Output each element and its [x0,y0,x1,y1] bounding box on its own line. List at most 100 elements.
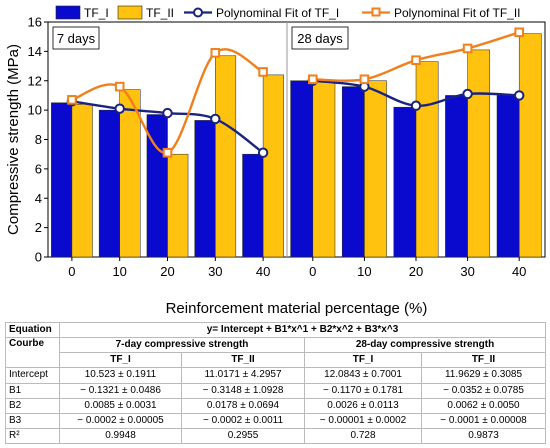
table-row: B3 − 0.0002 ± 0.00005 − 0.0002 ± 0.0011 … [5,412,547,429]
bar-tf-i [194,120,216,258]
fit-point-tf-ii [258,67,268,77]
table-row: Intercept 10.523 ± 0.1911 11.0171 ± 4.29… [5,367,547,384]
table-row: R² 0.9948 0.2955 0.728 0.9873 [5,427,547,445]
fit-point-tf-i [114,103,125,114]
fit-point-tf-ii [411,55,421,65]
table-cell: − 0.00001 ± 0.0002 [304,412,422,429]
group-28-day: 28-day compressive strength [303,337,547,354]
table-cell: 0.728 [304,427,422,445]
chart-svg: TF_I TF_II Polynominal Fit of TF_I Polynomi… [5,5,546,317]
bar-tf-ii [312,80,336,258]
bar-tf-ii [71,104,93,258]
column-header: TF_II [181,352,305,369]
bar-tf-ii [364,80,387,258]
legend-label-tf-i: TF_I [84,6,109,20]
table-cell: 0.9948 [59,427,182,445]
panel-label: 28 days [297,31,343,46]
x-axis-label: Reinforcement material percentage (%) [166,300,428,317]
fit-point-tf-i [462,88,473,100]
column-header: TF_II [420,352,547,369]
y-tick-label: 10 [28,103,42,118]
fit-point-tf-i [514,90,525,101]
row-label: R² [5,427,60,445]
fit-point-tf-ii [114,81,125,92]
fit-point-tf-i [257,147,269,158]
fit-point-tf-ii [514,27,525,38]
column-header: TF_I [304,352,422,369]
panel-7-days: 7 days 0 10 20 30 40 [51,26,284,279]
fit-table: Equation y= Intercept + B1*x^1 + B2*x^2 … [5,321,547,445]
y-axis-label: Compressive strength (MPa) [5,44,22,235]
legend-label-fit-tf-ii: Polynominal Fit of TF_II [394,6,521,20]
table-cell: 0.0178 ± 0.0694 [181,397,305,414]
row-label: B1 [5,382,60,399]
fit-point-tf-i [410,100,422,111]
x-tick-label: 10 [112,264,126,279]
y-tick-label: 8 [35,132,42,147]
table-cell: − 0.0002 ± 0.00005 [59,412,182,429]
table-row: B1 − 0.1321 ± 0.0486 − 0.3148 ± 1.0928 −… [5,382,547,399]
legend-marker-fit-tf-ii [371,7,381,17]
x-tick-label: 40 [512,264,526,279]
y-tick-label: 2 [35,220,42,235]
table-cell: − 0.3148 ± 1.0928 [181,382,305,399]
row-label: Intercept [5,367,60,384]
table-row: Equation y= Intercept + B1*x^1 + B2*x^2 … [5,321,547,339]
table-cell: 0.2955 [181,427,305,445]
bar-tf-i [393,106,417,258]
x-tick-label: 30 [460,264,474,279]
table-cell: 10.523 ± 0.1911 [59,367,182,384]
legend-label-tf-ii: TF_II [146,6,174,20]
row-label: B3 [5,412,60,429]
table-cell: 11.9629 ± 0.3085 [420,367,547,384]
x-tick-label: 20 [409,264,423,279]
fit-point-tf-i [210,113,221,125]
bar-tf-i [341,86,365,258]
table-cell: 0.9873 [420,427,547,445]
panel-28-days: 28 days 0 10 20 30 40 [290,26,542,279]
x-tick-label: 20 [160,264,174,279]
table-row: Courbe 7-day compressive strength 28-day… [5,337,547,369]
legend-label-fit-tf-i: Polynominal Fit of TF_I [216,6,339,20]
table-cell: 12.0843 ± 0.7001 [304,367,422,384]
y-tick-label: 12 [28,73,42,88]
fit-point-tf-ii [462,43,473,54]
equation-label: Equation [5,321,60,339]
panel-label-box [291,26,349,50]
table-cell: − 0.0001 ± 0.00008 [420,412,547,429]
bar-tf-ii [518,33,542,258]
x-tick-label: 0 [68,264,75,279]
bar-tf-i [98,109,120,258]
bar-tf-ii [167,153,189,258]
bar-tf-i [496,95,520,258]
fit-point-tf-ii [359,74,370,85]
fit-point-tf-ii [308,74,318,85]
column-header: TF_I [59,352,182,369]
table-cell: 0.0062 ± 0.0050 [420,397,547,414]
bar-tf-ii [262,74,284,258]
table-cell: − 0.0352 ± 0.0785 [420,382,547,399]
group-7-day: 7-day compressive strength [59,337,305,354]
bar-tf-i [51,102,73,258]
legend-swatch-tf-i [55,5,81,20]
y-tick-label: 4 [35,191,42,206]
bar-tf-ii [415,61,439,258]
x-tick-label: 30 [208,264,222,279]
bar-tf-i [445,95,468,258]
table-row: TF_I TF_II TF_I TF_II [6,352,547,369]
legend-marker-fit-tf-i [193,7,203,18]
y-tick-label: 14 [28,44,42,59]
table-cell: − 0.1170 ± 0.1781 [304,382,422,399]
legend-swatch-tf-ii [117,5,143,20]
table-cell: − 0.0002 ± 0.0011 [181,412,305,429]
y-tick-label: 6 [35,161,42,176]
table-cell: − 0.1321 ± 0.0486 [59,382,182,399]
equation-text: y= Intercept + B1*x^1 + B2*x^2 + B3*x^3 [58,321,547,339]
fit-point-tf-ii [162,147,173,158]
y-tick-label: 0 [35,250,42,265]
bar-tf-ii [215,55,237,258]
legend: TF_I TF_II Polynominal Fit of TF_I Polynomi… [55,5,521,20]
bar-tf-i [242,153,264,258]
panel-label-box [52,26,100,50]
panel-label: 7 days [57,31,96,46]
